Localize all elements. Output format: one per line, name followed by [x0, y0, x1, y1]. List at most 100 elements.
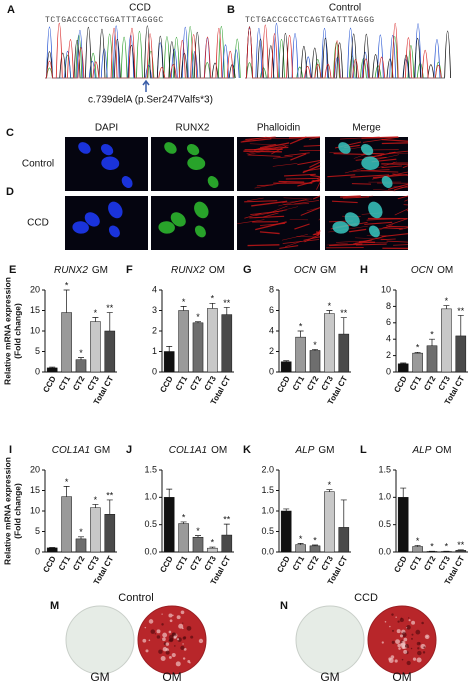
- stain-speck: [400, 617, 403, 620]
- actin-fiber: [392, 173, 409, 176]
- nucleus: [186, 144, 200, 156]
- chart-title: ALP GM: [294, 445, 334, 456]
- y-tick-label: 20: [30, 464, 40, 474]
- stain-speck: [144, 626, 147, 629]
- stain-speck: [186, 625, 192, 631]
- significance: **: [457, 540, 465, 550]
- x-tick-label: CT2: [305, 554, 321, 572]
- error-bar: [443, 305, 450, 309]
- stain-speck: [178, 623, 184, 629]
- x-tick-label: CCD: [392, 374, 409, 394]
- y-tick-label: 1.5: [261, 485, 274, 495]
- x-tick-label: CCD: [158, 374, 175, 394]
- significance: *: [328, 301, 332, 311]
- y-tick-label: 0.0: [378, 546, 391, 556]
- actin-fiber: [312, 195, 321, 200]
- panel-label: C: [6, 127, 14, 139]
- gene: RUNX2: [54, 265, 88, 276]
- bar: [178, 523, 189, 553]
- chart-title: RUNX2 OM: [171, 265, 225, 276]
- condition-label: GM: [320, 670, 339, 684]
- gene: ALP: [294, 445, 314, 456]
- medium: OM: [435, 445, 451, 456]
- x-tick-label: CCD: [41, 374, 58, 394]
- panel-title: CCD: [354, 592, 378, 604]
- panel-label: H: [360, 264, 368, 276]
- significance: *: [182, 512, 186, 522]
- error-bar: [400, 362, 407, 364]
- stain-speck: [415, 629, 421, 635]
- bar: [441, 308, 452, 373]
- actin-fiber: [381, 165, 402, 169]
- y-tick-label: 15: [30, 485, 40, 495]
- gene: COL1A1: [52, 445, 90, 456]
- stain-speck: [176, 615, 181, 620]
- actin-fiber: [344, 167, 366, 174]
- y-tick-label: 10: [30, 505, 40, 515]
- bar: [104, 514, 116, 553]
- actin-fiber: [342, 196, 370, 199]
- medium: OM: [209, 265, 225, 276]
- sequence: TCTGACCGCCTCAGTGATTTAGGG: [245, 16, 375, 25]
- stain-speck: [160, 655, 166, 661]
- x-tick-label: CT1: [174, 374, 190, 392]
- stain-speck: [168, 613, 173, 618]
- x-tick-label: CT1: [174, 554, 190, 572]
- y-tick-label: 1: [152, 346, 157, 356]
- significance: *: [94, 308, 98, 318]
- y-tick-label: 8: [269, 284, 274, 294]
- actin-fiber: [326, 242, 348, 246]
- stain-speck: [181, 627, 184, 630]
- stain-speck: [156, 635, 161, 639]
- y-axis-label: (Fold change): [12, 303, 22, 359]
- actin-fiber: [281, 199, 309, 204]
- gene: OCN: [411, 265, 434, 276]
- y-tick-label: 5: [35, 526, 40, 536]
- nucleus: [84, 212, 100, 227]
- stain-speck: [183, 636, 187, 639]
- panel-title: Control: [118, 592, 153, 604]
- x-tick-label: CT2: [188, 554, 204, 572]
- x-tick-label: CCD: [275, 554, 292, 574]
- error-bar: [400, 487, 407, 498]
- y-tick-label: 10: [381, 284, 391, 294]
- panel-label: N: [280, 600, 288, 612]
- bar: [324, 491, 335, 553]
- significance: *: [94, 495, 98, 505]
- stain-speck: [389, 625, 391, 628]
- panel-label: K: [243, 444, 251, 456]
- actin-fiber: [404, 199, 409, 202]
- significance: *: [313, 535, 317, 545]
- significance: *: [313, 340, 317, 350]
- error-bar: [106, 312, 113, 331]
- actin-fiber: [333, 153, 370, 156]
- error-bar: [326, 310, 333, 314]
- stain-speck: [411, 637, 413, 640]
- actin-fiber: [303, 144, 321, 147]
- panel-label: M: [50, 600, 59, 612]
- chart-title: RUNX2 GM: [54, 265, 108, 276]
- actin-fiber: [296, 236, 321, 238]
- actin-fiber: [372, 171, 409, 180]
- stain-speck: [398, 647, 401, 650]
- actin-fiber: [360, 170, 399, 173]
- stain-speck: [408, 619, 411, 622]
- stain-speck: [417, 650, 422, 656]
- stain-speck: [162, 637, 166, 642]
- panel-label: F: [126, 264, 133, 276]
- error-bar: [195, 321, 201, 323]
- nucleus: [332, 221, 349, 234]
- bar: [75, 538, 87, 553]
- significance: *: [416, 536, 420, 546]
- stain-speck: [190, 635, 194, 639]
- stain-speck: [422, 651, 426, 654]
- x-tick-label: CT2: [188, 374, 204, 392]
- error-bar: [63, 289, 70, 313]
- nucleus: [72, 221, 89, 234]
- bar: [295, 544, 306, 553]
- stain-speck: [403, 637, 408, 642]
- actin-fiber: [352, 169, 390, 172]
- error-bar: [283, 508, 290, 511]
- mutation-annotation: c.739delA (p.Ser247Valfs*3): [88, 95, 213, 106]
- actin-fiber: [377, 161, 397, 169]
